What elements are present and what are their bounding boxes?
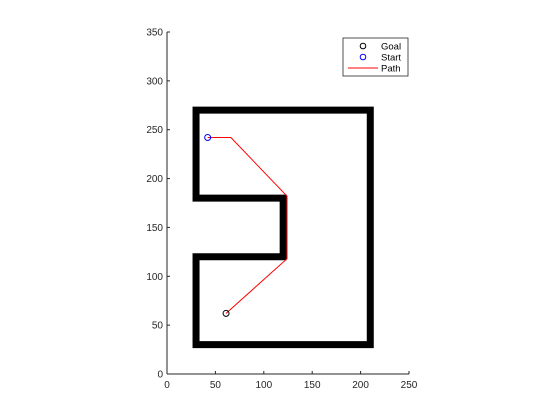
- y-tick-label: 250: [146, 125, 163, 136]
- y-tick-label: 150: [146, 223, 163, 234]
- legend-start-label: Start: [381, 53, 401, 64]
- legend-goal-label: Goal: [381, 42, 401, 53]
- x-tick-label: 250: [401, 380, 418, 391]
- wall-outline: [192, 106, 374, 349]
- path-series: [207, 137, 288, 314]
- start-marker: [204, 134, 212, 142]
- x-tick-label: 200: [352, 380, 369, 391]
- legend-box: [342, 37, 409, 77]
- x-tick-label: 100: [255, 380, 272, 391]
- x-tick-label: 0: [164, 380, 170, 391]
- y-tick-label: 50: [152, 321, 164, 332]
- path-line: [207, 137, 288, 314]
- y-tick-label: 300: [146, 76, 163, 87]
- y-tick-label: 200: [146, 174, 163, 185]
- x-tick-label: 50: [210, 380, 222, 391]
- maze-walls: [192, 106, 374, 349]
- legend-start-symbol: [359, 53, 367, 61]
- y-tick-label: 100: [146, 272, 163, 283]
- axis-tick-labels: 0 50 100 150 200 250 0 50 100 150 200 250 300 350: [146, 28, 417, 392]
- markers: [204, 134, 230, 317]
- y-tick-label: 350: [146, 28, 163, 39]
- legend-path-label: Path: [381, 64, 401, 75]
- x-tick-label: 150: [304, 380, 321, 391]
- axes: [166, 32, 409, 375]
- y-tick-label: 0: [157, 370, 163, 381]
- goal-marker: [222, 309, 230, 317]
- axis-ticks: [166, 31, 410, 375]
- legend-goal-symbol: [359, 42, 367, 50]
